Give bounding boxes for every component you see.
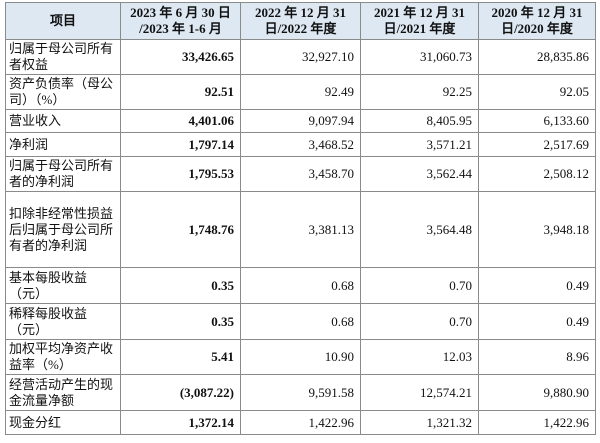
value-cell: 9,097.94 bbox=[240, 109, 361, 133]
value-cell: 0.68 bbox=[240, 267, 361, 304]
header-cell: 2021 年 12 月 31 日/2021 年度 bbox=[360, 2, 479, 40]
row-label: 归属于母公司所有者的净利润 bbox=[5, 156, 121, 192]
value-cell: 1,795.53 bbox=[120, 156, 241, 192]
row-label: 基本每股收益（元） bbox=[5, 267, 121, 304]
value-cell: 1,321.32 bbox=[360, 410, 479, 435]
table-row: 归属于母公司所有者权益 33,426.65 32,927.10 31,060.73 28… bbox=[5, 39, 596, 75]
value-cell: 8.96 bbox=[478, 339, 596, 375]
row-label: 稀释每股收益（元） bbox=[5, 303, 121, 340]
value-cell: 0.70 bbox=[360, 303, 479, 340]
value-cell: 1,422.96 bbox=[478, 410, 596, 435]
value-cell: 3,562.44 bbox=[360, 156, 479, 192]
table-row: 加权平均净资产收益率（%） 5.41 10.90 12.03 8.96 bbox=[5, 339, 596, 375]
value-cell: 12,574.21 bbox=[360, 374, 479, 411]
value-cell: 28,835.86 bbox=[478, 39, 596, 75]
value-cell: 31,060.73 bbox=[360, 39, 479, 75]
value-cell: 9,591.58 bbox=[240, 374, 361, 411]
value-cell: 92.49 bbox=[240, 74, 361, 110]
table-row: 归属于母公司所有者的净利润 1,795.53 3,458.70 3,562.44 2,5… bbox=[5, 156, 596, 192]
value-cell: 2,508.12 bbox=[478, 156, 596, 192]
table-row: 净利润 1,797.14 3,468.52 3,571.21 2,517.69 bbox=[5, 132, 596, 157]
row-label: 现金分红 bbox=[5, 410, 121, 435]
value-cell: 1,422.96 bbox=[240, 410, 361, 435]
value-cell: 3,381.13 bbox=[240, 191, 361, 268]
value-cell: 9,880.90 bbox=[478, 374, 596, 411]
value-cell: 3,571.21 bbox=[360, 132, 479, 157]
table-row: 基本每股收益（元） 0.35 0.68 0.70 0.49 bbox=[5, 267, 596, 304]
value-cell: 1,372.14 bbox=[120, 410, 241, 435]
header-cell: 项目 bbox=[5, 2, 121, 40]
table-row: 资产负债率（母公司）（%） 92.51 92.49 92.25 92.05 bbox=[5, 74, 596, 110]
value-cell: 92.51 bbox=[120, 74, 241, 110]
row-label: 资产负债率（母公司）（%） bbox=[5, 74, 121, 110]
value-cell: 10.90 bbox=[240, 339, 361, 375]
value-cell: 92.25 bbox=[360, 74, 479, 110]
row-label: 扣除非经常性损益后归属于母公司所有者的净利润 bbox=[5, 191, 121, 268]
row-label: 营业收入 bbox=[5, 109, 121, 133]
header-cell: 2022 年 12 月 31 日/2022 年度 bbox=[240, 2, 361, 40]
table-row: 稀释每股收益（元） 0.35 0.68 0.70 0.49 bbox=[5, 303, 596, 340]
value-cell: 6,133.60 bbox=[478, 109, 596, 133]
value-cell: 0.49 bbox=[478, 267, 596, 304]
value-cell: 12.03 bbox=[360, 339, 479, 375]
value-cell: 3,458.70 bbox=[240, 156, 361, 192]
header-cell: 2020 年 12 月 31 日/2020 年度 bbox=[478, 2, 596, 40]
value-cell: 0.70 bbox=[360, 267, 479, 304]
value-cell: 92.05 bbox=[478, 74, 596, 110]
value-cell: (3,087.22) bbox=[120, 374, 241, 411]
table-row: 现金分红 1,372.14 1,422.96 1,321.32 1,422.96 bbox=[5, 410, 596, 435]
value-cell: 0.49 bbox=[478, 303, 596, 340]
value-cell: 4,401.06 bbox=[120, 109, 241, 133]
table-row: 经营活动产生的现金流量净额 (3,087.22) 9,591.58 12,574.21… bbox=[5, 374, 596, 411]
header-cell: 2023 年 6 月 30 日 /2023 年 1-6 月 bbox=[120, 2, 241, 40]
row-label: 净利润 bbox=[5, 132, 121, 157]
value-cell: 0.35 bbox=[120, 267, 241, 304]
header-row: 项目 2023 年 6 月 30 日 /2023 年 1-6 月 2022 年 12… bbox=[5, 2, 596, 40]
value-cell: 33,426.65 bbox=[120, 39, 241, 75]
value-cell: 0.68 bbox=[240, 303, 361, 340]
row-label: 经营活动产生的现金流量净额 bbox=[5, 374, 121, 411]
value-cell: 8,405.95 bbox=[360, 109, 479, 133]
value-cell: 1,797.14 bbox=[120, 132, 241, 157]
value-cell: 3,468.52 bbox=[240, 132, 361, 157]
row-label: 加权平均净资产收益率（%） bbox=[5, 339, 121, 375]
value-cell: 0.35 bbox=[120, 303, 241, 340]
value-cell: 3,564.48 bbox=[360, 191, 479, 268]
value-cell: 32,927.10 bbox=[240, 39, 361, 75]
table-row: 扣除非经常性损益后归属于母公司所有者的净利润 1,748.76 3,381.13 3,… bbox=[5, 191, 596, 268]
value-cell: 5.41 bbox=[120, 339, 241, 375]
value-cell: 1,748.76 bbox=[120, 191, 241, 268]
row-label: 归属于母公司所有者权益 bbox=[5, 39, 121, 75]
table-row: 营业收入 4,401.06 9,097.94 8,405.95 6,133.60 bbox=[5, 109, 596, 133]
financial-table: 项目 2023 年 6 月 30 日 /2023 年 1-6 月 2022 年 12… bbox=[5, 2, 596, 435]
value-cell: 2,517.69 bbox=[478, 132, 596, 157]
value-cell: 3,948.18 bbox=[478, 191, 596, 268]
